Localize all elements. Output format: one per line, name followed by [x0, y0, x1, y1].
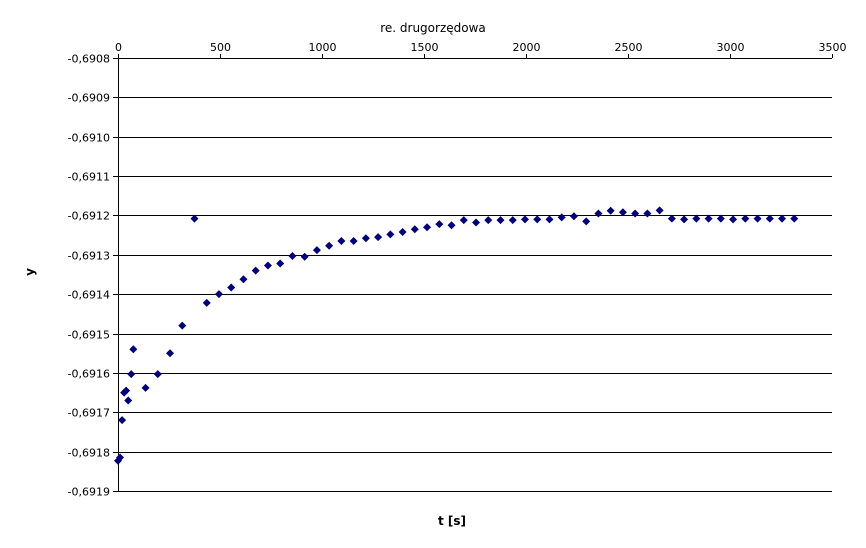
- data-point: [631, 209, 640, 218]
- data-point: [484, 216, 493, 225]
- data-point: [459, 216, 468, 225]
- data-point: [655, 206, 664, 215]
- data-point: [127, 370, 136, 379]
- x-tick-label: 1000: [309, 41, 337, 54]
- data-point: [190, 214, 199, 223]
- data-point: [202, 298, 211, 307]
- y-tick-label: -0,6916: [68, 368, 110, 381]
- data-point: [545, 215, 554, 224]
- x-tick-label: 2000: [513, 41, 541, 54]
- data-point: [227, 283, 236, 292]
- data-point: [496, 216, 505, 225]
- data-point: [239, 275, 248, 284]
- data-point: [741, 214, 750, 223]
- data-point: [361, 234, 370, 243]
- data-point: [251, 266, 260, 275]
- x-tick-label: 3000: [717, 41, 745, 54]
- chart-title: re. drugorzędowa: [380, 21, 486, 35]
- data-point: [533, 215, 542, 224]
- y-tick-label: -0,6914: [68, 289, 110, 302]
- data-point: [398, 227, 407, 236]
- y-tick-label: -0,6917: [68, 407, 110, 420]
- data-point: [276, 259, 285, 268]
- data-point: [753, 214, 762, 223]
- y-tick-label: -0,6913: [68, 250, 110, 263]
- y-tick-label: -0,6919: [68, 486, 110, 499]
- x-tick-label: 1500: [411, 41, 439, 54]
- y-tick-label: -0,6912: [68, 210, 110, 223]
- data-point: [386, 230, 395, 239]
- y-axis-ticks: -0,6908 -0,6909 -0,6910 -0,6911 -0,6912 -0,69…: [68, 53, 118, 499]
- data-point: [606, 206, 615, 215]
- x-axis-label: t [s]: [438, 514, 466, 528]
- data-point: [447, 221, 456, 230]
- y-tick-label: -0,6915: [68, 329, 110, 342]
- data-point: [704, 214, 713, 223]
- data-point: [129, 345, 138, 354]
- data-point: [508, 216, 517, 225]
- data-point: [520, 215, 529, 224]
- x-tick-label: 0: [115, 41, 122, 54]
- data-point: [778, 214, 787, 223]
- data-point: [166, 349, 175, 358]
- data-point: [374, 233, 383, 242]
- data-point: [680, 215, 689, 224]
- data-point: [141, 383, 150, 392]
- data-point: [410, 225, 419, 234]
- data-point: [124, 396, 133, 405]
- gridlines: [118, 58, 832, 492]
- data-point: [263, 261, 272, 270]
- data-point: [618, 208, 627, 217]
- data-point: [765, 214, 774, 223]
- data-points: [114, 206, 799, 465]
- data-point: [423, 223, 432, 232]
- data-point: [716, 214, 725, 223]
- data-point: [594, 209, 603, 218]
- data-point: [557, 213, 566, 222]
- data-point: [325, 241, 334, 250]
- data-point: [153, 370, 162, 379]
- data-point: [729, 215, 738, 224]
- data-point: [122, 386, 131, 395]
- y-axis-label: y: [23, 268, 37, 276]
- data-point: [116, 453, 125, 462]
- x-tick-label: 3500: [819, 41, 847, 54]
- data-point: [790, 214, 799, 223]
- data-point: [118, 416, 127, 425]
- y-tick-label: -0,6918: [68, 447, 110, 460]
- data-point: [472, 218, 481, 227]
- x-tick-label: 500: [210, 41, 231, 54]
- data-point: [300, 252, 309, 261]
- data-point: [214, 290, 223, 299]
- data-point: [337, 237, 346, 246]
- y-tick-label: -0,6908: [68, 53, 110, 66]
- data-point: [312, 246, 321, 255]
- data-point: [643, 209, 652, 218]
- x-axis-ticks: 0 500 1000 1500 2000 2500 3000 3500: [115, 41, 847, 58]
- data-point: [692, 214, 701, 223]
- data-point: [667, 214, 676, 223]
- y-tick-label: -0,6909: [68, 92, 110, 105]
- x-tick-label: 2500: [615, 41, 643, 54]
- y-tick-label: -0,6911: [68, 171, 110, 184]
- y-tick-label: -0,6910: [68, 132, 110, 145]
- data-point: [349, 237, 358, 246]
- data-point: [178, 321, 187, 330]
- data-point: [582, 217, 591, 226]
- data-point: [435, 220, 444, 229]
- data-point: [569, 212, 578, 221]
- data-point: [288, 251, 297, 260]
